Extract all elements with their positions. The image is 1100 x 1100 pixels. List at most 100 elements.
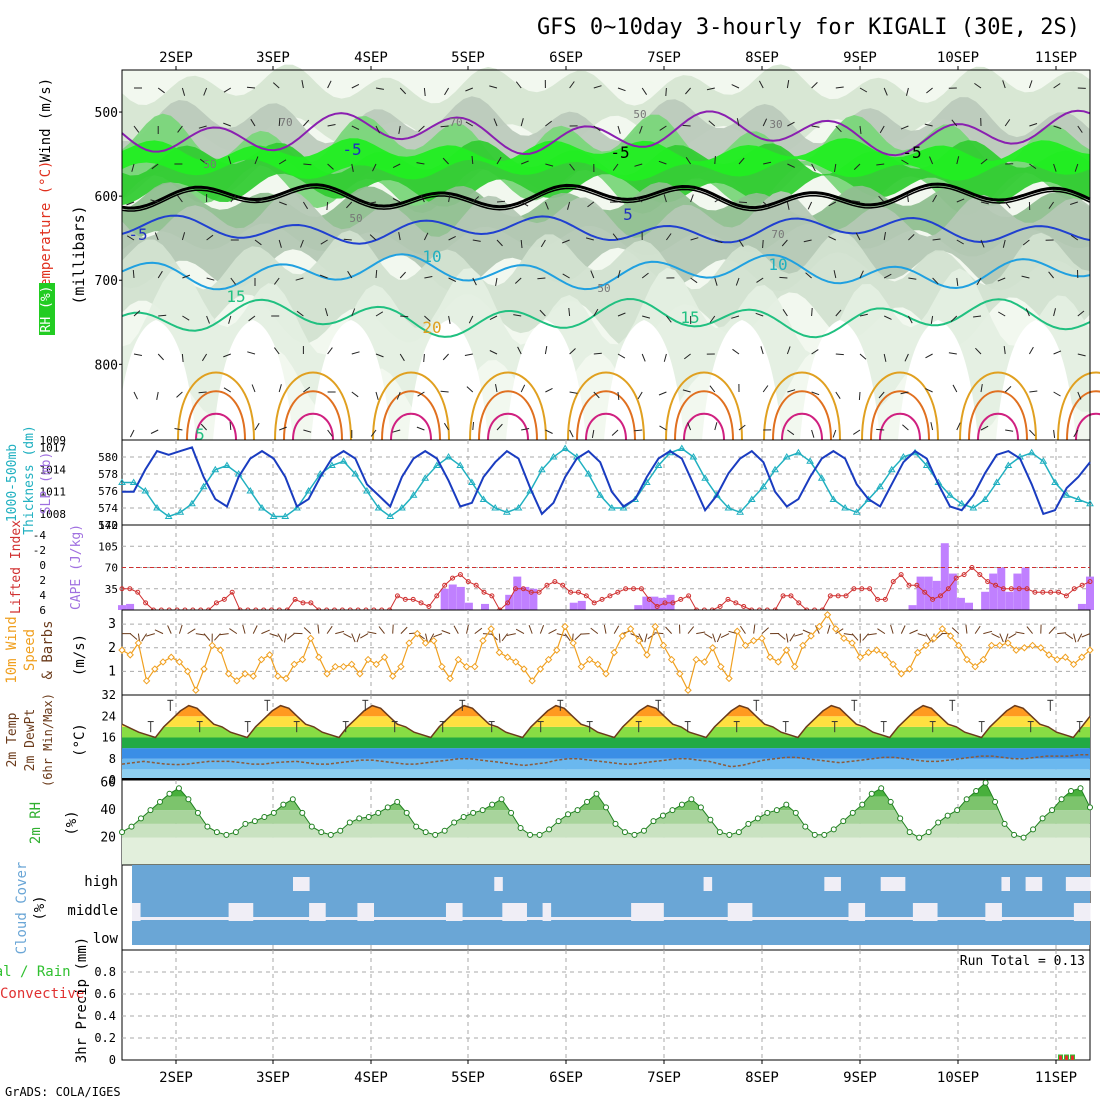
rh2m-point — [650, 818, 657, 825]
wind10m-point — [987, 641, 996, 650]
wind10m-barb — [548, 628, 557, 635]
wind-barb — [787, 389, 796, 393]
wind10m-point — [175, 658, 184, 666]
wind10m-point — [503, 653, 512, 661]
wind-barb — [1077, 125, 1083, 133]
li-point — [993, 582, 999, 588]
wind-barb — [157, 87, 165, 94]
wind10m-barb — [242, 624, 246, 634]
wind10m-barb — [1073, 633, 1077, 643]
rh2m-point — [830, 826, 837, 833]
wind-barb — [229, 421, 232, 431]
cape-bar — [1013, 573, 1022, 610]
wind-barb — [228, 156, 232, 165]
thickness-point — [363, 487, 371, 494]
precip-tick-label: 0.8 — [94, 965, 116, 979]
rh-contour-label: 50 — [633, 108, 646, 121]
wind10m-barb — [286, 633, 295, 640]
cloud-middle-block — [631, 903, 640, 921]
wind-barb — [174, 428, 183, 431]
wind10m-point — [339, 662, 348, 671]
wind-barb — [126, 201, 135, 206]
thickness-tick-label: 574 — [98, 502, 118, 515]
wind10m-ylabel-3: & Barbs — [40, 620, 56, 679]
wind-barb — [399, 353, 405, 362]
wind10m-barb — [647, 633, 656, 640]
wind10m-point — [1045, 651, 1053, 659]
wind-barb — [440, 125, 449, 128]
wind-barb — [858, 391, 861, 401]
wind10m-point — [807, 632, 815, 640]
cape-bar — [1077, 603, 1086, 610]
rh2m-point — [479, 807, 486, 814]
wind-barb — [375, 311, 384, 317]
wind-barb — [1053, 125, 1062, 130]
wind-barb — [832, 429, 837, 438]
wind-barb — [199, 158, 207, 165]
wind-barb — [154, 232, 159, 241]
li-point — [827, 593, 833, 599]
rh2m-panel: 20 40 60 — [100, 776, 1093, 866]
wind-barb — [708, 120, 716, 127]
wind10m-barb — [466, 624, 469, 634]
wind-barb — [372, 163, 377, 172]
rh-dry-tower — [996, 320, 1076, 440]
rh2m-point — [754, 815, 761, 822]
wind-barb — [642, 315, 651, 319]
wind10m-barb — [720, 633, 730, 639]
rh2m-point — [574, 807, 581, 814]
thickness-point — [328, 461, 336, 468]
rh2m-point — [707, 816, 714, 823]
wind-barb — [811, 349, 819, 355]
cloud-high-block — [293, 877, 302, 891]
wind-barb — [520, 118, 524, 127]
wind-barb — [472, 421, 474, 431]
cape-bar — [440, 588, 449, 610]
li-point — [473, 582, 479, 588]
wind-barb — [855, 232, 861, 241]
wind10m-point — [487, 625, 495, 633]
cloud-middle-block — [357, 903, 366, 921]
temp2m-ylabel-1: 2m Temp — [5, 712, 20, 767]
thickness-point — [981, 495, 989, 502]
wind10m-barb — [644, 633, 648, 643]
wind-barb — [496, 200, 506, 203]
bottom-day-label: 2SEP — [159, 1070, 193, 1086]
wind10m-barb — [564, 633, 571, 642]
precip-panel-frame — [121, 949, 1091, 1061]
wind-barb — [786, 201, 790, 210]
li-point — [520, 586, 526, 592]
slp-top-tick-label: 1009 — [40, 434, 67, 447]
isotherm-minus-5 — [121, 109, 1091, 157]
li-point — [623, 586, 629, 592]
wind-barb — [714, 155, 716, 165]
rh2m-point — [204, 823, 211, 830]
wind10m-point — [741, 641, 750, 650]
wind-barb — [375, 353, 384, 358]
wind10m-barb — [716, 633, 722, 643]
credit-label: GrADS: COLA/IGES — [5, 1085, 121, 1099]
wind-barb — [544, 346, 548, 355]
chart-title: GFS 0~10day 3-hourly for KIGALI (30E, 2S… — [537, 15, 1080, 40]
precip-ylabel: 3hr Precip (mm) — [74, 937, 90, 1063]
thickness-point — [829, 495, 838, 502]
wind-barb — [300, 239, 304, 248]
thickness-point — [304, 487, 313, 494]
rh2m-point — [659, 812, 666, 819]
wind-barb — [1053, 83, 1061, 89]
wind-barb — [392, 163, 401, 169]
wind10m-point — [520, 665, 528, 673]
upper-air-ylabel: (millibars) — [70, 205, 88, 304]
wind-barb — [132, 269, 135, 279]
wind-barb — [709, 315, 716, 323]
wind-barb — [320, 239, 328, 245]
precip-tick-label: 0.4 — [94, 1009, 116, 1023]
wind10m-barb — [835, 628, 844, 635]
wind-barb — [1005, 429, 1014, 432]
wind-barb — [952, 384, 958, 393]
wind-barb — [786, 346, 791, 355]
thickness-point — [223, 461, 231, 468]
wind10m-point — [421, 639, 430, 647]
li-point — [1040, 589, 1046, 595]
wind10m-point — [602, 670, 610, 678]
